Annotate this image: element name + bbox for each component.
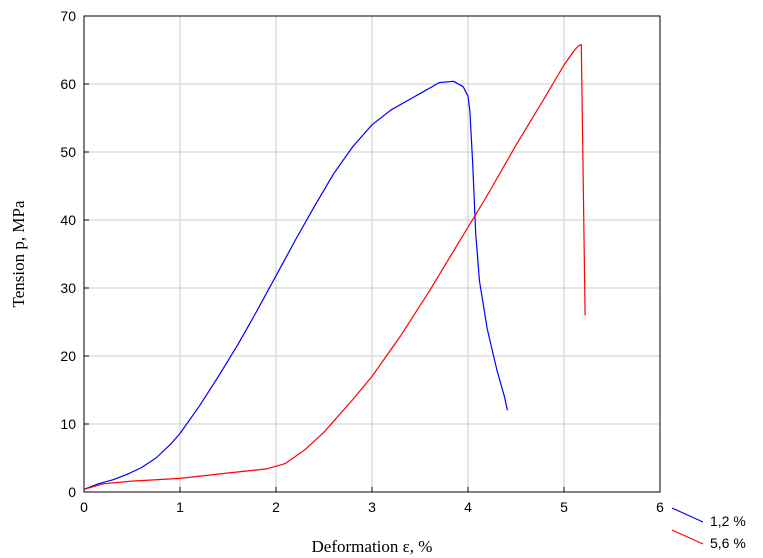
y-tick-label: 10	[60, 416, 76, 432]
y-tick-label: 60	[60, 76, 76, 92]
x-tick-label: 5	[560, 499, 568, 515]
x-tick-label: 6	[656, 499, 664, 515]
legend-swatch	[672, 530, 703, 544]
legend-label: 5,6 %	[710, 535, 746, 551]
legend-item-2: 5,6 %	[672, 530, 746, 551]
series-line-2	[84, 45, 585, 490]
y-tick-label: 50	[60, 144, 76, 160]
y-tick-label: 30	[60, 280, 76, 296]
x-tick-label: 3	[368, 499, 376, 515]
y-tick-label: 40	[60, 212, 76, 228]
legend-label: 1,2 %	[710, 513, 746, 529]
y-tick-label: 0	[68, 484, 76, 500]
legend-swatch	[672, 508, 703, 522]
legend-item-1: 1,2 %	[672, 508, 746, 529]
grid	[84, 16, 660, 492]
y-axis-title: Tension p, MPa	[9, 200, 28, 307]
series-line-1	[84, 81, 507, 489]
x-tick-label: 1	[176, 499, 184, 515]
y-tick-label: 70	[60, 8, 76, 24]
x-tick-label: 2	[272, 499, 280, 515]
legend: 1,2 % 5,6 %	[672, 508, 746, 551]
x-tick-label: 0	[80, 499, 88, 515]
x-axis-title: Deformation ε, %	[312, 537, 433, 556]
series-lines	[84, 45, 585, 490]
x-tick-label: 4	[464, 499, 472, 515]
y-ticks: 0 10 20 30 40 50 60 70	[60, 8, 89, 500]
x-ticks: 0 1 2 3 4 5 6	[80, 487, 664, 515]
y-tick-label: 20	[60, 348, 76, 364]
